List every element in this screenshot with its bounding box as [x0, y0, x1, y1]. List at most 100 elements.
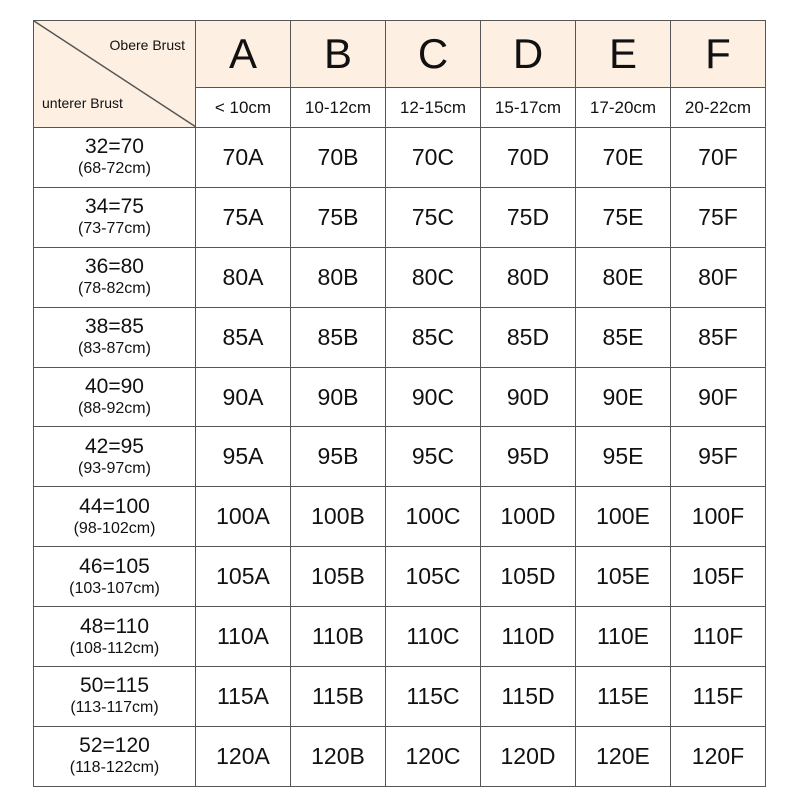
size-cell: 120C: [385, 725, 481, 787]
table-row: 38=85 (83-87cm) 85A 85B 85C 85D 85E 85F: [33, 306, 766, 368]
size-cell: 105F: [670, 546, 766, 608]
band-cm: (98-102cm): [73, 519, 156, 537]
cup-letter: C: [385, 20, 481, 88]
size-cell: 70E: [575, 127, 671, 188]
cup-letter: E: [575, 20, 671, 88]
band-size: 32=70: [85, 135, 144, 159]
cup-range: 20-22cm: [670, 87, 766, 128]
size-cell: 70C: [385, 127, 481, 188]
cup-range: 12-15cm: [385, 87, 481, 128]
size-cell: 115F: [670, 666, 766, 727]
under-bust-label: unterer Brust: [42, 95, 123, 111]
size-cell: 110E: [575, 606, 671, 668]
band-cm: (73-77cm): [78, 220, 151, 238]
size-cell: 115A: [195, 666, 291, 727]
size-cell: 95A: [195, 426, 291, 488]
size-cell: 75C: [385, 186, 481, 248]
table-row: 48=110 (108-112cm) 110A 110B 110C 110D 110E 110…: [33, 606, 766, 668]
size-cell: 100E: [575, 486, 671, 548]
size-cell: 75E: [575, 186, 671, 248]
band-cm: (108-112cm): [69, 639, 160, 657]
table-row: 44=100 (98-102cm) 100A 100B 100C 100D 100E 100F: [33, 486, 766, 548]
size-cell: 120E: [575, 725, 671, 787]
size-cell: 105A: [195, 546, 291, 608]
size-cell: 90B: [290, 366, 386, 428]
size-cell: 70D: [480, 127, 576, 188]
table-row: 40=90 (88-92cm) 90A 90B 90C 90D 90E 90F: [33, 366, 766, 428]
size-cell: 110B: [290, 606, 386, 668]
band-size-cell: 34=75 (73-77cm): [33, 186, 196, 248]
band-cm: (93-97cm): [78, 459, 151, 477]
table-row: 34=75 (73-77cm) 75A 75B 75C 75D 75E 75F: [33, 186, 766, 248]
band-cm: (88-92cm): [78, 400, 151, 417]
table-row: 42=95 (93-97cm) 95A 95B 95C 95D 95E 95F: [33, 426, 766, 488]
size-cell: 105B: [290, 546, 386, 608]
size-cell: 75A: [195, 186, 291, 248]
size-cell: 85E: [575, 306, 671, 368]
band-size-cell: 50=115 (113-117cm): [33, 666, 196, 727]
band-size-cell: 48=110 (108-112cm): [33, 606, 196, 668]
size-cell: 85C: [385, 306, 481, 368]
band-size-cell: 38=85 (83-87cm): [33, 306, 196, 368]
cup-letter: F: [670, 20, 766, 88]
diagonal-line: [34, 21, 196, 127]
band-size: 50=115: [79, 674, 150, 698]
size-cell: 95B: [290, 426, 386, 488]
band-cm: (103-107cm): [69, 579, 160, 597]
band-size: 44=100: [79, 494, 150, 518]
cup-range: 17-20cm: [575, 87, 671, 128]
band-cm: (113-117cm): [70, 699, 159, 717]
band-size-cell: 40=90 (88-92cm): [33, 366, 196, 428]
size-cell: 115C: [385, 666, 481, 727]
size-cell: 100B: [290, 486, 386, 548]
size-cell: 90A: [195, 366, 291, 428]
size-cell: 120D: [480, 725, 576, 787]
size-cell: 90D: [480, 366, 576, 428]
band-size-cell: 52=120 (118-122cm): [33, 725, 196, 787]
size-cell: 115B: [290, 666, 386, 727]
size-cell: 70F: [670, 127, 766, 188]
size-cell: 90E: [575, 366, 671, 428]
band-size-cell: 36=80 (78-82cm): [33, 246, 196, 308]
size-cell: 80A: [195, 246, 291, 308]
cup-range: < 10cm: [195, 87, 291, 128]
band-size-cell: 46=105 (103-107cm): [33, 546, 196, 608]
size-cell: 110C: [385, 606, 481, 668]
size-cell: 90F: [670, 366, 766, 428]
size-cell: 110F: [670, 606, 766, 668]
size-cell: 95C: [385, 426, 481, 488]
cup-letter: D: [480, 20, 576, 88]
corner-header: Obere Brust unterer Brust: [33, 20, 196, 128]
table-row: 50=115 (113-117cm) 115A 115B 115C 115D 115E 115…: [33, 666, 766, 727]
size-cell: 100F: [670, 486, 766, 548]
size-cell: 110D: [480, 606, 576, 668]
size-cell: 105E: [575, 546, 671, 608]
size-cell: 105C: [385, 546, 481, 608]
size-cell: 95D: [480, 426, 576, 488]
table-row: 32=70 (68-72cm) 70A 70B 70C 70D 70E 70F: [33, 127, 766, 188]
size-cell: 120B: [290, 725, 386, 787]
band-size: 34=75: [85, 195, 144, 219]
size-cell: 80D: [480, 246, 576, 308]
band-cm: (83-87cm): [78, 340, 151, 358]
size-cell: 110A: [195, 606, 291, 668]
band-size-cell: 32=70 (68-72cm): [33, 127, 196, 188]
size-cell: 105D: [480, 546, 576, 608]
size-cell: 115D: [480, 666, 576, 727]
size-cell: 85F: [670, 306, 766, 368]
size-cell: 80B: [290, 246, 386, 308]
table-row: 52=120 (118-122cm) 120A 120B 120C 120D 120E 120…: [33, 725, 766, 787]
size-cell: 120F: [670, 725, 766, 787]
size-cell: 115E: [575, 666, 671, 727]
upper-bust-label: Obere Brust: [109, 37, 185, 53]
size-cell: 95E: [575, 426, 671, 488]
band-cm: (68-72cm): [78, 160, 151, 178]
cup-range: 10-12cm: [290, 87, 386, 128]
band-size: 36=80: [85, 255, 144, 279]
table-row: 36=80 (78-82cm) 80A 80B 80C 80D 80E 80F: [33, 246, 766, 308]
band-size: 38=85: [85, 315, 144, 339]
cup-range: 15-17cm: [480, 87, 576, 128]
size-cell: 80E: [575, 246, 671, 308]
band-cm: (118-122cm): [69, 759, 160, 777]
